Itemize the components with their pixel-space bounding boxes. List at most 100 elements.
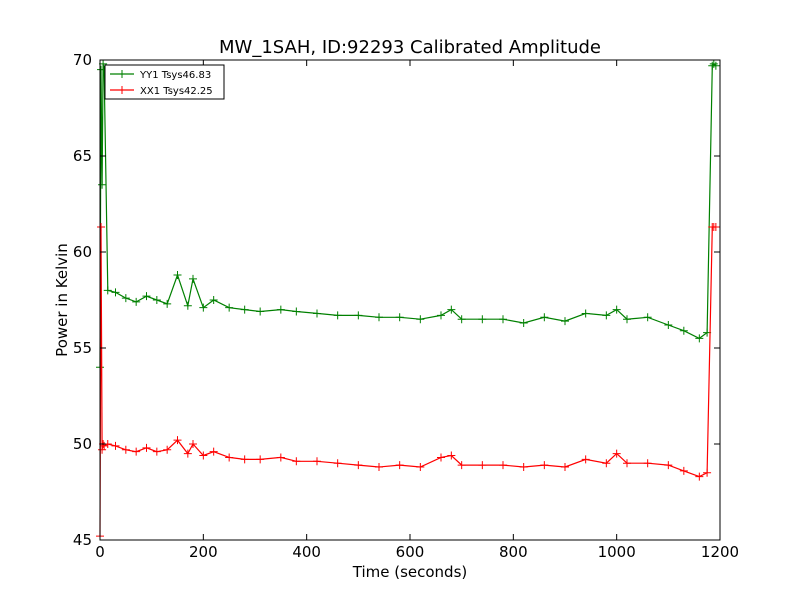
data-point	[354, 461, 363, 470]
data-point	[111, 441, 120, 450]
data-point	[711, 61, 720, 70]
y-tick-label: 65	[73, 147, 92, 165]
data-point	[173, 436, 182, 445]
data-point	[132, 447, 141, 456]
data-point	[292, 457, 301, 466]
data-point	[395, 313, 404, 322]
y-axis-label: Power in Kelvin	[53, 243, 71, 357]
data-point	[375, 463, 383, 472]
data-point	[664, 320, 673, 329]
data-point	[354, 311, 363, 320]
data-point	[679, 326, 688, 335]
data-point	[437, 311, 445, 320]
legend-marker	[118, 70, 126, 78]
data-point	[199, 451, 208, 460]
data-point	[111, 288, 120, 297]
data-point	[457, 461, 466, 470]
data-point	[183, 301, 192, 310]
data-point	[478, 461, 487, 470]
data-point	[540, 313, 549, 322]
data-point	[189, 274, 197, 283]
legend: YY1 Tsys46.83 XX1 Tsys42.25	[104, 64, 225, 100]
data-point	[97, 223, 106, 232]
data-point	[183, 449, 192, 458]
data-point	[240, 305, 249, 314]
data-point	[612, 305, 621, 314]
series-1	[96, 223, 720, 541]
data-point	[499, 461, 507, 470]
series-layer	[96, 59, 720, 541]
x-tick-label: 800	[499, 543, 528, 561]
data-point	[292, 307, 301, 316]
data-point	[121, 294, 130, 303]
data-point	[276, 305, 285, 314]
y-axis-ticks: 45 50 55 60 65 70	[73, 51, 720, 549]
data-point	[478, 315, 487, 324]
y-tick-label: 55	[73, 339, 92, 357]
x-tick-label: 1000	[598, 543, 636, 561]
x-axis-label: Time (seconds)	[352, 563, 468, 581]
plot-area	[96, 59, 721, 541]
data-point	[679, 466, 688, 475]
data-point	[103, 286, 112, 295]
data-point	[447, 451, 456, 460]
data-point	[623, 315, 631, 324]
x-tick-label: 600	[396, 543, 425, 561]
data-point	[333, 459, 342, 468]
data-point	[189, 440, 197, 448]
data-point	[457, 315, 466, 324]
data-point	[276, 453, 285, 462]
data-point	[447, 305, 456, 314]
data-point	[519, 463, 528, 472]
data-point	[173, 271, 182, 280]
data-point	[703, 468, 712, 477]
data-point	[643, 459, 652, 468]
series-0	[96, 59, 720, 372]
data-point	[225, 453, 234, 462]
data-point	[709, 59, 718, 68]
data-point	[623, 459, 631, 468]
data-point	[540, 461, 549, 470]
legend-label: XX1 Tsys42.25	[140, 86, 213, 97]
y-tick-label: 70	[73, 51, 92, 69]
data-point	[256, 455, 265, 464]
y-tick-label: 60	[73, 243, 92, 261]
data-point	[163, 299, 172, 308]
legend-box	[104, 64, 225, 100]
data-point	[333, 311, 342, 320]
x-tick-label: 1200	[701, 543, 739, 561]
data-point	[499, 315, 507, 324]
data-point	[416, 463, 425, 472]
data-point	[152, 447, 161, 456]
data-point	[437, 453, 445, 462]
y-tick-label: 45	[73, 531, 92, 549]
data-point	[695, 472, 704, 481]
data-point	[256, 307, 265, 316]
data-point	[561, 317, 569, 326]
data-point	[581, 455, 590, 464]
data-point	[240, 455, 249, 464]
data-point	[561, 463, 569, 472]
data-point	[313, 309, 321, 318]
data-point	[225, 303, 234, 312]
data-point	[612, 449, 621, 458]
x-tick-label: 200	[189, 543, 218, 561]
data-point	[163, 445, 172, 454]
data-point	[416, 315, 425, 324]
data-point	[100, 441, 109, 450]
chart-title: MW_1SAH, ID:92293 Calibrated Amplitude	[219, 37, 601, 58]
x-tick-label: 400	[292, 543, 321, 561]
data-point	[395, 461, 404, 470]
legend-marker	[118, 86, 126, 94]
data-point	[695, 334, 704, 343]
data-point	[643, 313, 652, 322]
x-tick-label: 0	[95, 543, 105, 561]
data-point	[375, 313, 383, 322]
data-point	[313, 457, 321, 466]
y-tick-label: 50	[73, 435, 92, 453]
data-point	[98, 445, 107, 454]
data-point	[581, 309, 590, 318]
data-point	[152, 296, 161, 304]
